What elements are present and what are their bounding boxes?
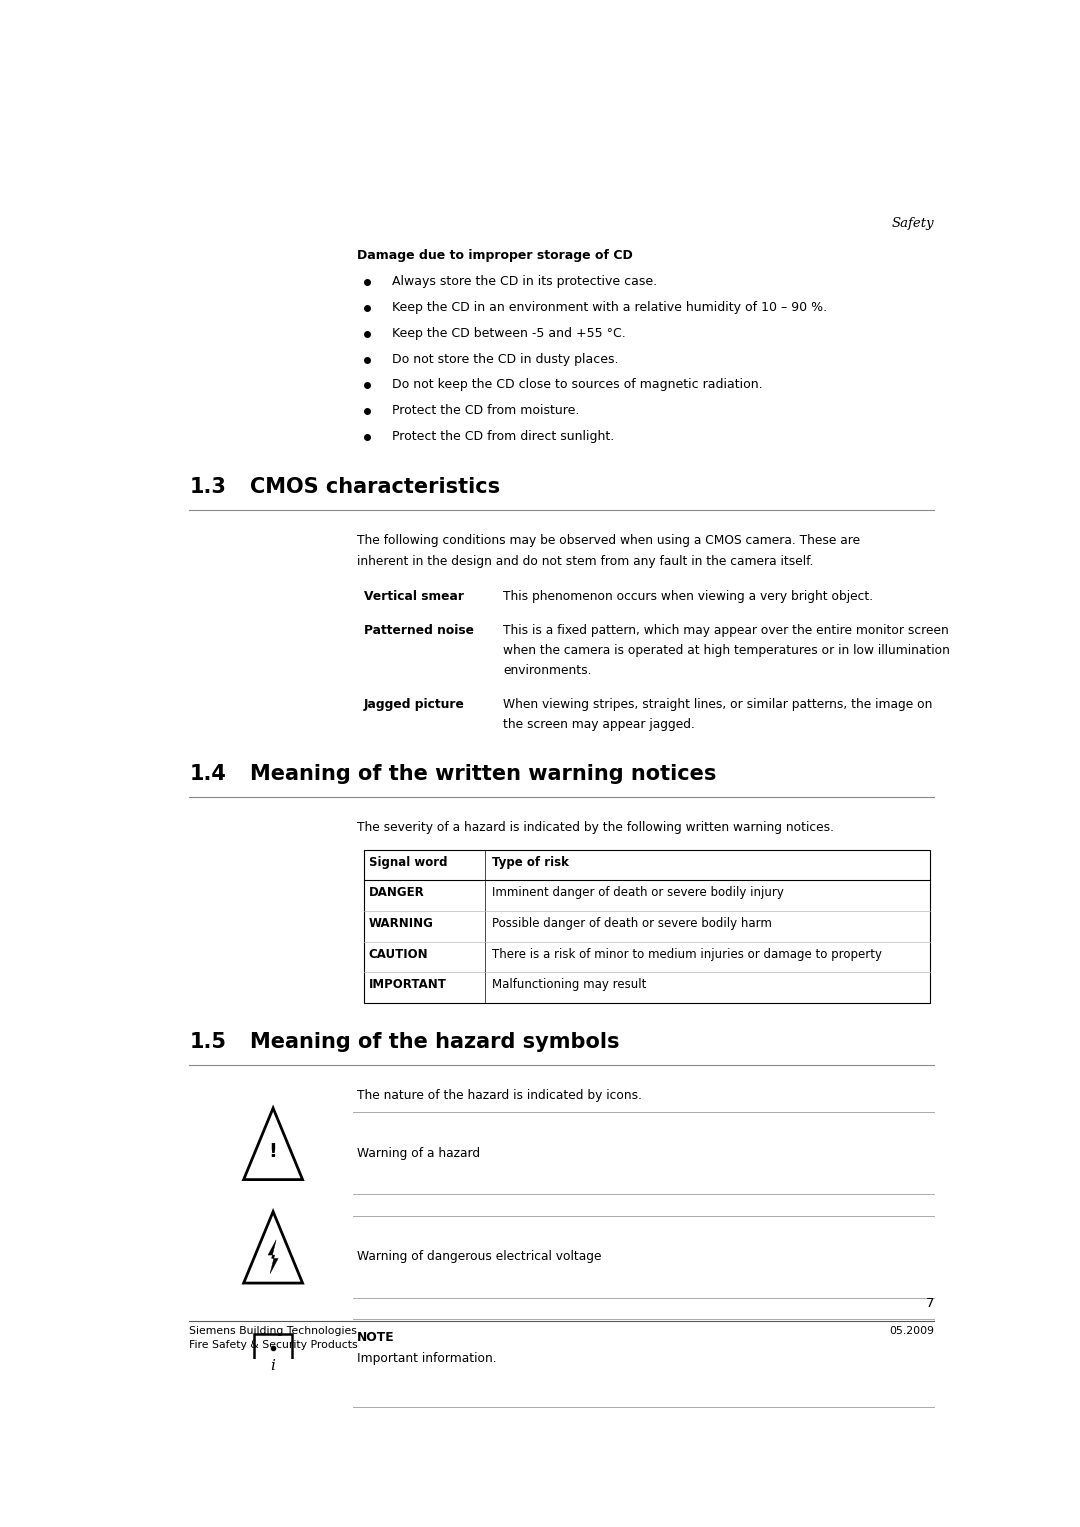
- Text: Warning of dangerous electrical voltage: Warning of dangerous electrical voltage: [356, 1251, 602, 1263]
- Text: 7: 7: [926, 1296, 934, 1310]
- Text: Malfunctioning may result: Malfunctioning may result: [491, 979, 646, 991]
- Text: Siemens Building Technologies: Siemens Building Technologies: [189, 1325, 357, 1336]
- Text: This is a fixed pattern, which may appear over the entire monitor screen: This is a fixed pattern, which may appea…: [503, 625, 949, 637]
- Text: When viewing stripes, straight lines, or similar patterns, the image on: When viewing stripes, straight lines, or…: [503, 698, 933, 712]
- Text: Protect the CD from direct sunlight.: Protect the CD from direct sunlight.: [392, 431, 615, 443]
- Text: inherent in the design and do not stem from any fault in the camera itself.: inherent in the design and do not stem f…: [356, 554, 813, 568]
- Text: Do not keep the CD close to sources of magnetic radiation.: Do not keep the CD close to sources of m…: [392, 379, 762, 391]
- Text: IMPORTANT: IMPORTANT: [368, 979, 446, 991]
- Text: the screen may appear jagged.: the screen may appear jagged.: [503, 718, 696, 731]
- Text: The following conditions may be observed when using a CMOS camera. These are: The following conditions may be observed…: [356, 533, 860, 547]
- Text: The nature of the hazard is indicated by icons.: The nature of the hazard is indicated by…: [356, 1089, 642, 1101]
- Text: Signal word: Signal word: [368, 855, 447, 869]
- Text: Patterned noise: Patterned noise: [364, 625, 473, 637]
- Text: The severity of a hazard is indicated by the following written warning notices.: The severity of a hazard is indicated by…: [356, 820, 834, 834]
- Text: Damage due to improper storage of CD: Damage due to improper storage of CD: [356, 249, 633, 263]
- Text: 1.4: 1.4: [189, 764, 227, 783]
- Text: Fire Safety & Security Products: Fire Safety & Security Products: [189, 1341, 359, 1350]
- Text: Possible danger of death or severe bodily harm: Possible danger of death or severe bodil…: [491, 916, 771, 930]
- Text: Warning of a hazard: Warning of a hazard: [356, 1147, 480, 1161]
- Text: Keep the CD in an environment with a relative humidity of 10 – 90 %.: Keep the CD in an environment with a rel…: [392, 301, 827, 315]
- Text: environments.: environments.: [503, 664, 592, 676]
- Text: WARNING: WARNING: [368, 916, 433, 930]
- Text: Meaning of the hazard symbols: Meaning of the hazard symbols: [249, 1032, 619, 1052]
- Text: Safety: Safety: [892, 217, 934, 231]
- Text: CMOS characteristics: CMOS characteristics: [249, 478, 500, 498]
- Text: Type of risk: Type of risk: [491, 855, 568, 869]
- Text: This phenomenon occurs when viewing a very bright object.: This phenomenon occurs when viewing a ve…: [503, 589, 874, 603]
- Text: Imminent danger of death or severe bodily injury: Imminent danger of death or severe bodil…: [491, 886, 783, 899]
- Text: Always store the CD in its protective case.: Always store the CD in its protective ca…: [392, 275, 657, 289]
- Text: Important information.: Important information.: [356, 1351, 497, 1365]
- Text: DANGER: DANGER: [368, 886, 424, 899]
- Text: i: i: [271, 1359, 275, 1373]
- Text: Meaning of the written warning notices: Meaning of the written warning notices: [249, 764, 716, 783]
- Text: Keep the CD between -5 and +55 °C.: Keep the CD between -5 and +55 °C.: [392, 327, 625, 339]
- Text: There is a risk of minor to medium injuries or damage to property: There is a risk of minor to medium injur…: [491, 948, 881, 960]
- Text: Vertical smear: Vertical smear: [364, 589, 463, 603]
- Text: 1.3: 1.3: [189, 478, 227, 498]
- Text: when the camera is operated at high temperatures or in low illumination: when the camera is operated at high temp…: [503, 644, 950, 657]
- Text: NOTE: NOTE: [356, 1332, 394, 1344]
- Text: CAUTION: CAUTION: [368, 948, 428, 960]
- Text: Do not store the CD in dusty places.: Do not store the CD in dusty places.: [392, 353, 619, 365]
- Text: 05.2009: 05.2009: [889, 1325, 934, 1336]
- Bar: [364, 851, 930, 1003]
- Text: Protect the CD from moisture.: Protect the CD from moisture.: [392, 405, 579, 417]
- Text: 1.5: 1.5: [189, 1032, 227, 1052]
- Text: Jagged picture: Jagged picture: [364, 698, 464, 712]
- Polygon shape: [268, 1240, 279, 1274]
- Text: !: !: [269, 1142, 278, 1161]
- Bar: [255, 1335, 292, 1393]
